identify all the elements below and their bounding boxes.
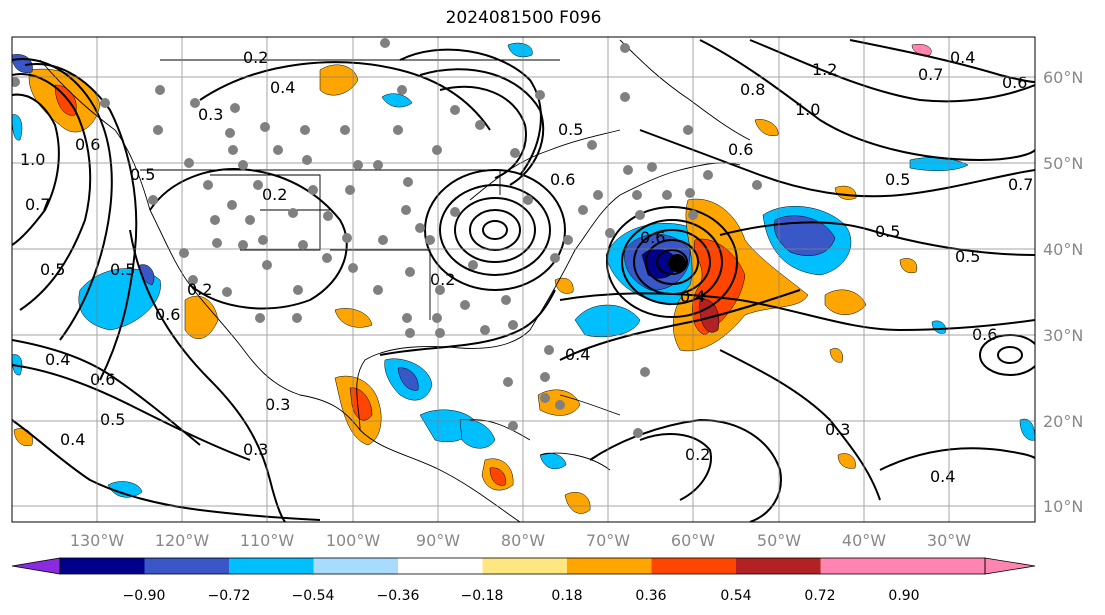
- contour-label: 0.4: [930, 467, 955, 486]
- lon-tick-label: 30°W: [927, 531, 971, 550]
- colorbar-arrow-right: [985, 558, 1035, 574]
- lon-tick-label: 70°W: [586, 531, 630, 550]
- longitude-axis: 130°W 120°W 110°W 100°W 90°W 80°W 70°W 6…: [70, 531, 971, 550]
- colorbar-segment: [820, 558, 985, 574]
- contour-label: 0.2: [685, 445, 710, 464]
- contour-label: 0.6: [1002, 73, 1027, 92]
- colorbar-tick-label: −0.36: [377, 588, 420, 604]
- contour-label: 1.2: [812, 60, 837, 79]
- contour-label: 0.2: [243, 48, 268, 67]
- contour-label: 0.4: [45, 350, 70, 369]
- contour-label: 0.7: [918, 65, 943, 84]
- latitude-axis: 60°N 50°N 40°N 30°N 20°N 10°N: [1043, 68, 1083, 516]
- colorbar-tick-label: −0.90: [123, 588, 166, 604]
- contour-label-group: 0.2 0.4 0.3 0.2 0.6 0.5 1.0 0.7 0.5 0.4 …: [20, 48, 1033, 486]
- lon-tick-label: 110°W: [240, 531, 295, 550]
- contour-label: 0.2: [262, 185, 287, 204]
- contour-label: 0.5: [955, 247, 980, 266]
- contour-label: 0.5: [885, 170, 910, 189]
- colorbar-tick-label: −0.18: [461, 588, 504, 604]
- contour-label: 1.0: [20, 150, 45, 169]
- lat-tick-label: 50°N: [1043, 154, 1083, 173]
- contour-label: 1.0: [795, 100, 820, 119]
- lon-tick-label: 50°W: [757, 531, 801, 550]
- contour-label: 0.4: [565, 345, 590, 364]
- lat-tick-label: 30°N: [1043, 326, 1083, 345]
- lon-tick-label: 40°W: [842, 531, 886, 550]
- colorbar-tick-label: −0.54: [292, 588, 335, 604]
- colorbar-tick-label: 0.54: [720, 588, 751, 604]
- contour-label: 0.2: [187, 280, 212, 299]
- contour-lines: [12, 39, 1035, 522]
- colorbar-arrow-left: [12, 558, 60, 574]
- contour-label: 0.6: [90, 370, 115, 389]
- lon-tick-label: 90°W: [416, 531, 460, 550]
- lat-tick-label: 40°N: [1043, 240, 1083, 259]
- contour-label: 0.6: [550, 170, 575, 189]
- contour-label: 0.4: [270, 78, 295, 97]
- colorbar-tick-label: 0.90: [888, 588, 919, 604]
- lon-tick-label: 80°W: [501, 531, 545, 550]
- contour-label: 0.5: [558, 120, 583, 139]
- colorbar-tick-label: 0.18: [551, 588, 582, 604]
- contour-label: 0.3: [825, 420, 850, 439]
- lon-tick-label: 130°W: [70, 531, 125, 550]
- colorbar-segment: [398, 558, 483, 574]
- contour-label: 0.4: [950, 48, 975, 67]
- contour-label: 0.4: [60, 430, 85, 449]
- contour-label: 0.5: [40, 260, 65, 279]
- storm-center-marker: [668, 254, 686, 272]
- contour-label: 0.7: [25, 195, 50, 214]
- contour-label: 0.2: [430, 270, 455, 289]
- lon-tick-label: 100°W: [326, 531, 381, 550]
- contour-label: 0.5: [110, 260, 135, 279]
- contour-label: 0.6: [75, 135, 100, 154]
- contour-label: 0.5: [130, 165, 155, 184]
- contour-label: 0.5: [875, 222, 900, 241]
- colorbar-segment: [482, 558, 567, 574]
- lat-tick-label: 60°N: [1043, 68, 1083, 87]
- contour-label: 0.7: [1008, 175, 1033, 194]
- colorbar-segment: [736, 558, 821, 574]
- contour-label: 0.3: [265, 395, 290, 414]
- lat-tick-label: 20°N: [1043, 412, 1083, 431]
- contour-label: 0.5: [100, 410, 125, 429]
- contour-label: 0.6: [155, 305, 180, 324]
- contour-label: 0.3: [243, 440, 268, 459]
- colorbar-segment: [567, 558, 652, 574]
- colorbar-tick-label: 0.36: [635, 588, 666, 604]
- lon-tick-label: 60°W: [671, 531, 715, 550]
- colorbar-segment: [313, 558, 398, 574]
- lon-tick-label: 120°W: [155, 531, 210, 550]
- contour-label: 0.6: [728, 140, 753, 159]
- contour-label: 0.8: [740, 80, 765, 99]
- colorbar-segment: [229, 558, 314, 574]
- colorbar-segment: [60, 558, 145, 574]
- colorbar-tick-label: −0.72: [208, 588, 251, 604]
- colorbar-segment: [144, 558, 229, 574]
- colorbar-segment: [651, 558, 736, 574]
- contour-label: 0.6: [640, 228, 665, 247]
- map-frame: [11, 36, 1036, 523]
- contour-label: 0.3: [198, 105, 223, 124]
- graticule: [12, 37, 1035, 522]
- station-markers: [12, 38, 762, 438]
- map-title: 2024081500 F096: [445, 8, 602, 28]
- colorbar-tick-label: 0.72: [804, 588, 835, 604]
- colorbar: −0.90 −0.72 −0.54 −0.36 −0.18 0.18 0.36 …: [11, 557, 1036, 604]
- lat-tick-label: 10°N: [1043, 497, 1083, 516]
